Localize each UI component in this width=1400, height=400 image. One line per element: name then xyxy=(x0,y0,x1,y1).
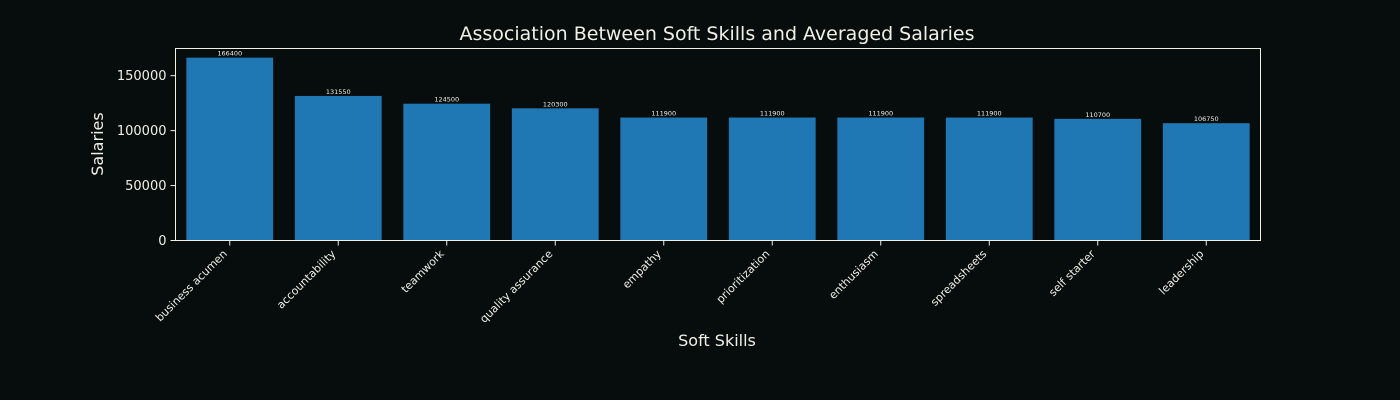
y-tick-label-0: 0 xyxy=(158,234,166,249)
x-tick-label-9: leadership xyxy=(1156,247,1206,297)
x-tick-label-3: quality assurance xyxy=(477,247,555,325)
data-label-3: 120300 xyxy=(543,100,568,108)
x-tick-label-6: enthusiasm xyxy=(826,247,880,301)
bar-6 xyxy=(837,117,925,241)
x-tick-label-4: empathy xyxy=(620,247,664,291)
y-tick-label-1: 50000 xyxy=(125,179,166,194)
x-tick-label-7: spreadsheets xyxy=(928,247,990,309)
x-tick-label-2: teamwork xyxy=(399,247,448,296)
data-label-2: 124500 xyxy=(434,96,459,104)
chart-title: Association Between Soft Skills and Aver… xyxy=(460,23,975,45)
y-axis-ticks: 0 50000 100000 150000 xyxy=(117,69,176,249)
bar-1 xyxy=(294,95,382,241)
bar-9 xyxy=(1162,123,1250,241)
x-tick-label-0: business acumen xyxy=(153,247,230,324)
x-tick-label-1: accountability xyxy=(274,247,338,311)
data-label-9: 106750 xyxy=(1194,115,1219,123)
data-label-0: 166400 xyxy=(217,50,242,58)
bar-2 xyxy=(403,103,491,241)
bar-5 xyxy=(728,117,816,241)
data-label-8: 110700 xyxy=(1085,111,1110,119)
plot-frame xyxy=(175,48,1261,241)
data-label-4: 111900 xyxy=(651,110,676,118)
bar-4 xyxy=(620,117,708,241)
y-tick-label-2: 100000 xyxy=(117,124,167,139)
y-tick-label-3: 150000 xyxy=(117,69,167,84)
bar-3 xyxy=(511,108,599,241)
bar-7 xyxy=(945,117,1033,241)
y-axis-label: Salaries xyxy=(88,112,107,175)
data-labels-group: 166400 131550 124500 120300 111900 111900 1119… xyxy=(217,50,1218,124)
bars-group xyxy=(186,57,1250,241)
x-axis-ticks: business acumen accountability teamwork qua… xyxy=(153,240,1207,325)
x-axis-label: Soft Skills xyxy=(678,331,756,350)
data-label-7: 111900 xyxy=(977,110,1002,118)
x-tick-label-5: prioritization xyxy=(714,247,773,306)
data-label-5: 111900 xyxy=(760,110,785,118)
bar-0 xyxy=(186,57,274,241)
data-label-1: 131550 xyxy=(326,88,351,96)
data-label-6: 111900 xyxy=(868,110,893,118)
x-tick-label-8: self starter xyxy=(1046,247,1098,299)
bar-8 xyxy=(1054,118,1142,241)
